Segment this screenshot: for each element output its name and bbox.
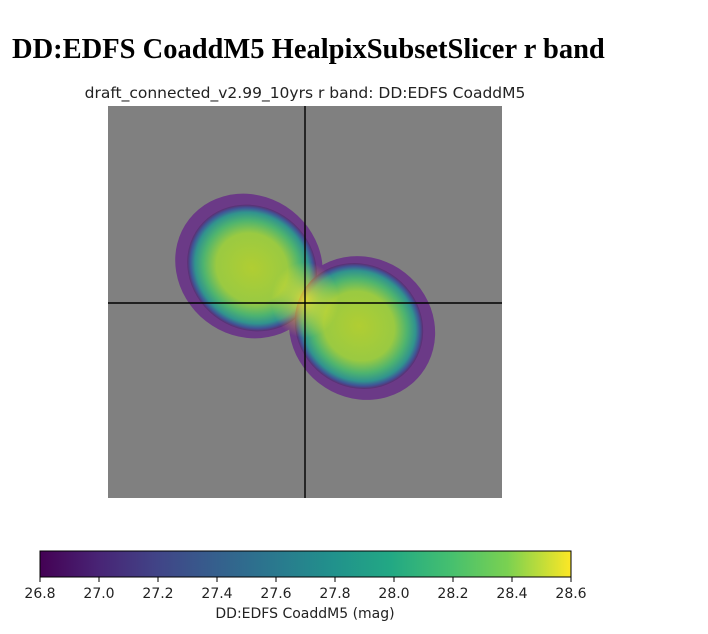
page-heading: DD:EDFS CoaddM5 HealpixSubsetSlicer r ba… (12, 34, 605, 65)
colorbar-tick-label: 27.6 (260, 586, 291, 602)
colorbar-tick-label: 28.6 (555, 586, 586, 602)
colorbar-tick-label: 26.8 (24, 586, 55, 602)
colorbar-tick-label: 27.0 (83, 586, 114, 602)
colorbar-tick-label: 27.8 (319, 586, 350, 602)
colorbar-label: DD:EDFS CoaddM5 (mag) (215, 606, 394, 622)
colorbar-tick-label: 27.4 (201, 586, 232, 602)
colorbar (39, 550, 572, 578)
colorbar-tick-label: 28.4 (496, 586, 527, 602)
sky-footprint (175, 193, 436, 400)
colorbar-tick-label: 28.2 (437, 586, 468, 602)
colorbar-tick-label: 28.0 (378, 586, 409, 602)
colorbar-ticks: 26.8 27.0 27.2 27.4 27.6 27.8 28.0 28.2 28.4 28.6 (24, 577, 587, 602)
colorbar-tick-label: 27.2 (142, 586, 173, 602)
chart-title: draft_connected_v2.99_10yrs r band: DD:E… (85, 84, 526, 103)
